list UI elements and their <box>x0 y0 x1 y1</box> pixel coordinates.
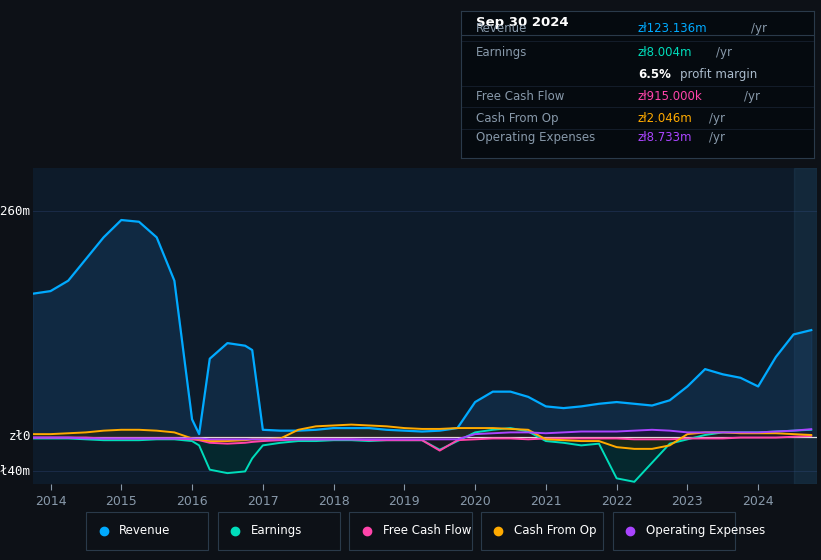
Text: Cash From Op: Cash From Op <box>514 524 597 537</box>
Text: zł8.733m: zł8.733m <box>638 132 692 144</box>
FancyBboxPatch shape <box>481 512 603 550</box>
FancyBboxPatch shape <box>350 512 471 550</box>
Text: zł2.046m: zł2.046m <box>638 112 693 125</box>
Text: zł0: zł0 <box>9 430 31 443</box>
Text: zł915.000k: zł915.000k <box>638 90 703 103</box>
Text: /yr: /yr <box>751 22 767 35</box>
Text: Operating Expenses: Operating Expenses <box>475 132 594 144</box>
FancyBboxPatch shape <box>86 512 209 550</box>
Text: Cash From Op: Cash From Op <box>475 112 558 125</box>
Bar <box>794 168 817 484</box>
Text: Revenue: Revenue <box>475 22 527 35</box>
Text: -zł40m: -zł40m <box>0 465 31 478</box>
Text: Revenue: Revenue <box>119 524 171 537</box>
Text: Operating Expenses: Operating Expenses <box>646 524 765 537</box>
Text: zł260m: zł260m <box>0 205 31 218</box>
Text: Free Cash Flow: Free Cash Flow <box>383 524 471 537</box>
FancyBboxPatch shape <box>612 512 735 550</box>
Text: 6.5%: 6.5% <box>638 68 671 81</box>
Text: Free Cash Flow: Free Cash Flow <box>475 90 564 103</box>
Text: Earnings: Earnings <box>475 46 527 59</box>
Text: zł8.004m: zł8.004m <box>638 46 692 59</box>
Text: zł123.136m: zł123.136m <box>638 22 708 35</box>
Text: /yr: /yr <box>716 46 732 59</box>
Text: profit margin: profit margin <box>681 68 758 81</box>
Text: /yr: /yr <box>744 90 759 103</box>
Text: /yr: /yr <box>709 132 724 144</box>
Text: Sep 30 2024: Sep 30 2024 <box>475 16 568 30</box>
FancyBboxPatch shape <box>218 512 340 550</box>
Text: /yr: /yr <box>709 112 724 125</box>
Text: Earnings: Earnings <box>251 524 302 537</box>
